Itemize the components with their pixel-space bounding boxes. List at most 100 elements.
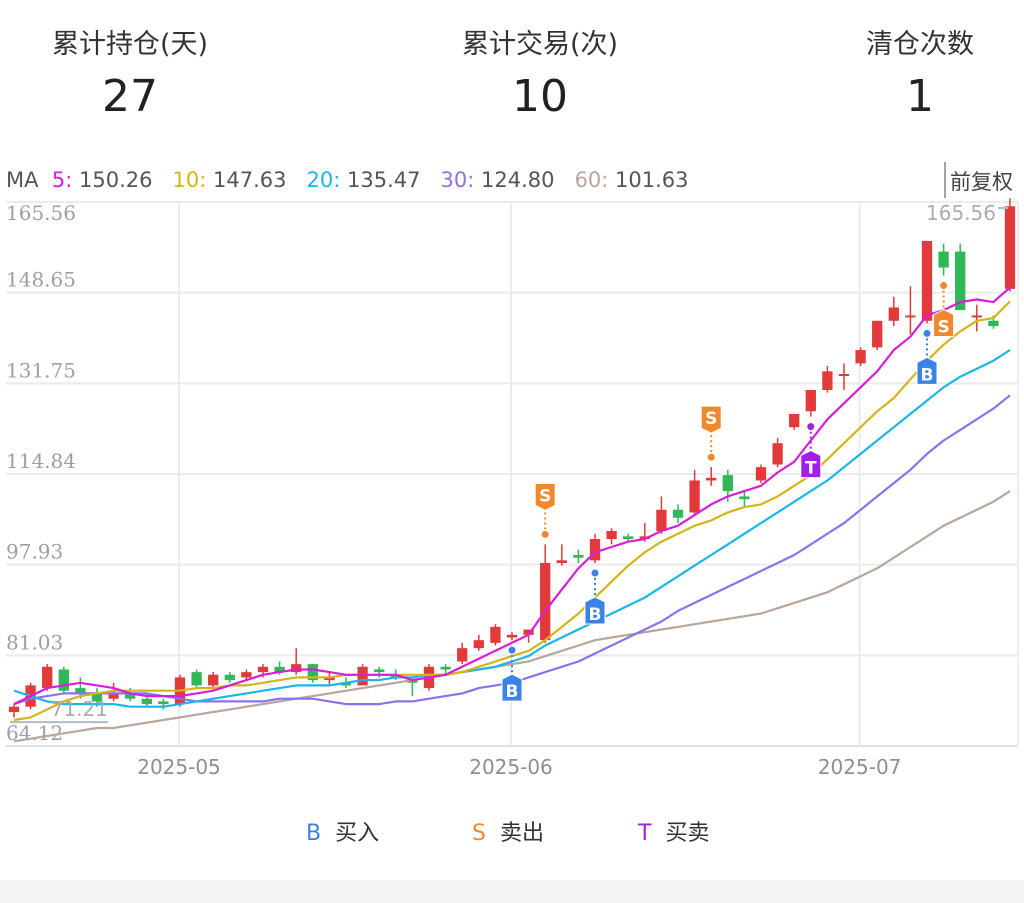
marker-letter: T	[805, 459, 817, 479]
candle-body	[855, 350, 866, 364]
candle-body	[440, 666, 451, 670]
ma-period: 30:	[440, 168, 475, 192]
ma-legend-item: 30: 124.80	[427, 168, 555, 192]
candle-body	[656, 509, 667, 532]
ma-legend: MA 5: 150.26 10: 147.63 20: 135.47 30: 1…	[6, 168, 689, 192]
candle-body	[921, 240, 933, 321]
ma-period: 60:	[574, 168, 609, 192]
marker-letter: B	[506, 682, 519, 702]
ma-value: 135.47	[347, 168, 421, 192]
candle-body	[307, 664, 318, 681]
candle-body	[556, 560, 567, 563]
legend-letter: S	[472, 821, 486, 846]
marker-tag-B	[584, 596, 606, 625]
ma-value: 101.63	[615, 168, 689, 192]
candle-body	[357, 666, 368, 686]
candle-body	[822, 371, 833, 390]
marker-tag-S	[933, 308, 955, 338]
candle-body	[623, 536, 634, 540]
candle-body	[125, 693, 136, 699]
ma-line-5	[13, 286, 1011, 706]
legend-letter: T	[638, 821, 652, 846]
marker-letter: S	[937, 318, 949, 338]
candle-body	[905, 315, 916, 318]
ma-legend-item: 20: 135.47	[293, 168, 421, 192]
candle-body	[8, 706, 20, 713]
legend-item-buy: B 买入	[306, 815, 379, 847]
candle-body	[573, 554, 584, 558]
candle-body	[340, 682, 352, 686]
candle-body	[42, 666, 53, 689]
candle-body	[291, 664, 302, 673]
candle-body	[75, 688, 86, 694]
ma-prefix: MA	[6, 168, 39, 192]
marker-letter: B	[921, 365, 934, 385]
stat-clear-count: 清仓次数 1	[840, 22, 1000, 122]
candle-body	[772, 443, 783, 465]
candle-body	[457, 648, 468, 662]
candle-body	[407, 680, 418, 683]
stat-label: 累计交易(次)	[461, 29, 619, 60]
ma-value: 124.80	[481, 168, 555, 192]
marker-letter: B	[589, 605, 602, 625]
candle-body	[540, 562, 551, 641]
stat-holding-days: 累计持仓(天) 27	[30, 22, 230, 122]
candle-body	[755, 467, 767, 481]
candle-body	[789, 413, 800, 428]
ma-value: 147.63	[213, 168, 287, 192]
ma-period: 5:	[51, 168, 73, 192]
marker-tag-S	[534, 482, 556, 511]
candle-body	[208, 674, 219, 686]
y-tick-label: 148.65	[6, 268, 76, 292]
legend-label: 买入	[335, 821, 380, 846]
x-tick-label: 2025-06	[469, 755, 553, 779]
ma-legend-item: 60: 101.63	[561, 168, 689, 192]
candle-body	[506, 634, 518, 638]
candle-body	[191, 672, 202, 686]
stat-trade-count: 累计交易(次) 10	[440, 22, 640, 122]
stat-label: 累计持仓(天)	[51, 29, 209, 60]
candle-body	[490, 626, 501, 643]
candle-body	[58, 669, 69, 691]
marker-tag-T	[800, 450, 822, 479]
y-tick-label: 131.75	[6, 358, 76, 382]
signal-legend: B 买入 S 卖出 T 买卖	[0, 815, 1024, 851]
candle-body	[689, 480, 700, 513]
marker-letter: S	[705, 409, 717, 429]
candle-body	[722, 475, 733, 492]
min-price-label: 71.21	[51, 697, 108, 721]
marker-letter: S	[539, 486, 551, 506]
candle-body	[158, 701, 169, 705]
marker-dot	[591, 569, 599, 577]
candle-body	[1004, 206, 1016, 289]
marker-tag-B	[501, 673, 523, 702]
ma-line-60	[13, 490, 1011, 743]
x-tick-label: 2025-07	[818, 755, 902, 779]
x-tick-label: 2025-05	[137, 755, 221, 779]
adjust-mode-button[interactable]: 前复权	[944, 162, 1017, 198]
stat-label: 清仓次数	[866, 29, 974, 60]
ma-legend-item: 5: 150.26	[45, 168, 153, 192]
y-tick-label: 97.93	[6, 540, 63, 564]
y-tick-label: 81.03	[6, 630, 63, 654]
candle-body	[523, 629, 534, 635]
marker-tag-B	[916, 356, 938, 385]
candle-body	[955, 251, 966, 311]
ma-period: 10:	[172, 168, 207, 192]
stats-row: 累计持仓(天) 27 累计交易(次) 10 清仓次数 1	[0, 0, 1024, 140]
candle-body	[938, 251, 949, 268]
candle-body	[739, 496, 750, 500]
bottom-bar	[0, 880, 1024, 903]
legend-item-trade: T 买卖	[638, 815, 709, 847]
ma-legend-item: 10: 147.63	[159, 168, 287, 192]
candle-body	[888, 307, 899, 321]
candle-body	[473, 640, 484, 649]
candle-body	[224, 674, 235, 681]
stat-value: 27	[102, 71, 158, 122]
candle-body	[639, 536, 650, 540]
legend-letter: B	[306, 821, 322, 846]
legend-label: 卖出	[499, 821, 544, 846]
candle-body	[872, 320, 883, 348]
candle-body	[91, 693, 103, 702]
candle-body	[672, 509, 684, 518]
